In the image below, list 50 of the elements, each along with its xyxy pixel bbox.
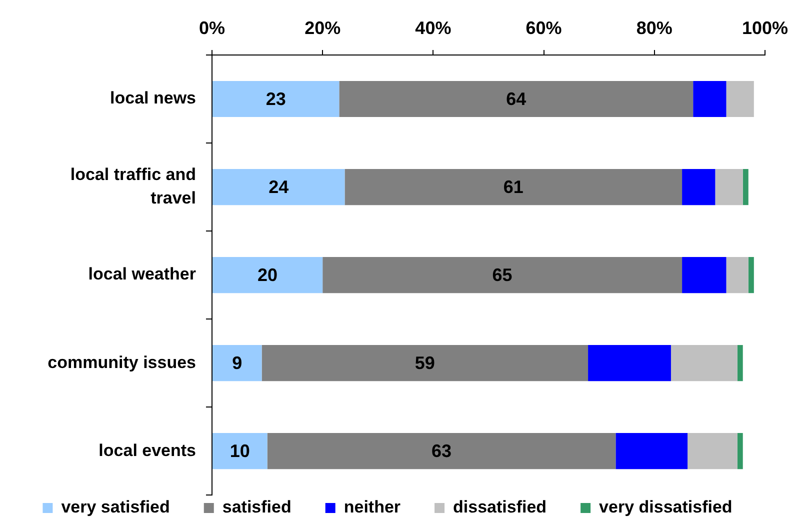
legend-label: dissatisfied: [453, 498, 547, 517]
data-label: 65: [492, 265, 512, 286]
legend-label: very dissatisfied: [599, 498, 732, 517]
data-label: 63: [431, 441, 452, 462]
x-tick-label: 40%: [415, 18, 452, 38]
bar: [726, 257, 748, 294]
data-label: 24: [268, 177, 289, 197]
bar: [670, 345, 738, 382]
legend-label: satisfied: [222, 498, 292, 517]
bar: [212, 345, 262, 382]
bar: [715, 168, 743, 206]
x-tick-label: 0%: [198, 18, 226, 38]
bar: [267, 433, 616, 470]
bar: [322, 257, 682, 294]
bar: [588, 345, 671, 382]
data-label: 64: [506, 88, 526, 109]
bar: [688, 433, 738, 470]
y-tick-label: local events: [98, 440, 196, 460]
legend-label: neither: [344, 498, 401, 517]
y-tick-label: community issues: [48, 352, 196, 372]
bar: [212, 80, 340, 118]
x-tick-label: 20%: [304, 18, 341, 38]
bar: [748, 257, 754, 294]
bar: [344, 168, 682, 206]
bar: [693, 80, 726, 118]
bar: [339, 80, 694, 118]
legend-label: very satisfied: [61, 498, 170, 517]
bar: [682, 257, 726, 294]
x-tick-label: 100%: [742, 18, 788, 38]
bar: [212, 168, 345, 206]
bar: [737, 345, 743, 382]
bar: [616, 433, 688, 470]
bar: [682, 168, 716, 206]
x-tick-label: 60%: [526, 18, 562, 38]
bar: [726, 80, 754, 118]
data-label: 59: [414, 353, 435, 374]
bar: [262, 345, 588, 382]
bar: [737, 433, 743, 470]
y-tick-label: local traffic and travel: [70, 164, 196, 208]
bar: [212, 433, 268, 470]
x-tick-label: 80%: [636, 18, 672, 38]
data-label: 20: [258, 265, 278, 286]
data-label: 61: [503, 177, 524, 197]
data-label: 9: [232, 353, 242, 374]
y-tick-label: local news: [110, 88, 196, 108]
data-label: 10: [230, 441, 250, 462]
y-tick-label: local weather: [88, 264, 196, 284]
bar: [212, 257, 323, 294]
data-label: 23: [266, 88, 286, 109]
bar: [742, 168, 748, 206]
